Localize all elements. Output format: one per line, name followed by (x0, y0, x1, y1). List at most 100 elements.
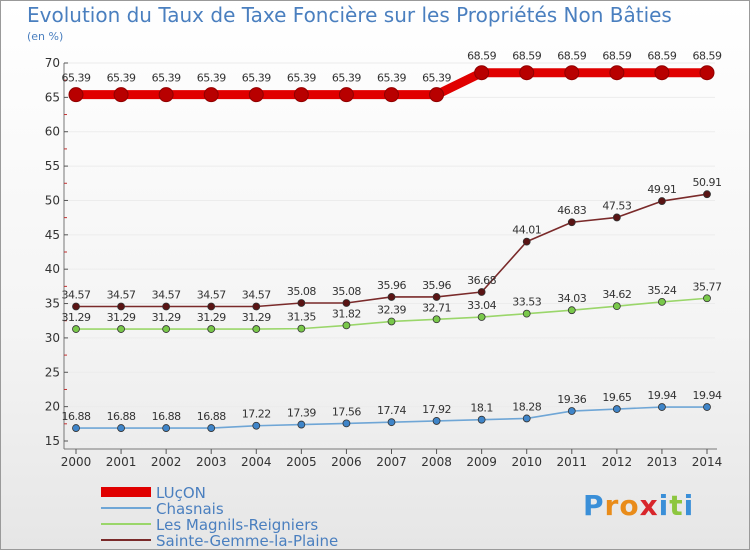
y-tick-label: 70 (45, 56, 60, 70)
series-layer: 16.88 16.88 16.88 16.88 17.22 17.39 17.56 17.74… (62, 50, 722, 432)
x-tick-label: 2010 (511, 455, 542, 469)
data-point (474, 65, 490, 81)
data-point (117, 325, 125, 333)
legend-label: Sainte-Gemme-la-Plaine (156, 532, 338, 549)
data-label: 68.59 (693, 50, 722, 63)
data-label: 35.24 (647, 284, 676, 297)
logo-letter: i (658, 489, 670, 522)
data-label: 31.29 (197, 311, 226, 324)
data-label: 65.39 (422, 72, 451, 85)
data-point (207, 325, 216, 333)
data-label: 31.29 (152, 311, 181, 324)
logo-letter: o (619, 489, 640, 522)
data-label: 16.88 (62, 410, 91, 423)
y-tick-label: 45 (45, 228, 60, 242)
logo-letter: P (583, 489, 605, 522)
data-label: 68.59 (467, 50, 496, 63)
series-1: 16.88 16.88 16.88 16.88 17.22 17.39 17.56 17.74… (62, 389, 722, 432)
data-label: 68.59 (647, 50, 676, 63)
data-point (567, 218, 576, 227)
data-label: 17.39 (287, 407, 316, 420)
data-point (703, 403, 711, 411)
data-point (477, 288, 486, 296)
data-label: 68.59 (557, 50, 586, 63)
data-label: 65.39 (287, 72, 316, 85)
data-point (658, 297, 666, 306)
data-label: 65.39 (62, 72, 91, 85)
data-point (384, 87, 399, 103)
data-point (117, 424, 125, 432)
y-tick-label: 15 (45, 434, 60, 448)
data-label: 34.03 (557, 292, 586, 305)
data-point (432, 293, 441, 301)
data-label: 34.57 (197, 289, 226, 302)
y-tick-label: 60 (45, 125, 60, 139)
data-label: 34.62 (602, 288, 631, 301)
data-label: 34.57 (62, 289, 91, 302)
data-point (564, 65, 580, 81)
data-point (432, 315, 441, 324)
data-label: 65.39 (242, 72, 271, 85)
data-point (567, 306, 576, 315)
data-point (113, 87, 129, 103)
data-label: 50.91 (693, 176, 722, 189)
x-tick-label: 2003 (196, 455, 227, 469)
data-label: 18.1 (470, 402, 493, 415)
data-point (477, 415, 486, 424)
data-label: 31.35 (287, 311, 316, 324)
y-tick-label: 65 (45, 90, 60, 104)
data-point (429, 87, 445, 103)
x-tick-label: 2006 (331, 455, 362, 469)
logo-letter: r (604, 489, 620, 522)
data-label: 34.57 (107, 289, 136, 302)
data-point (477, 313, 486, 321)
data-point (612, 405, 621, 413)
x-tick-label: 2008 (421, 455, 452, 469)
y-axis-unit-label: (en %) (27, 30, 64, 43)
data-label: 35.77 (693, 280, 722, 293)
data-label: 65.39 (107, 72, 136, 85)
x-tick-label: 2011 (557, 455, 588, 469)
data-point (162, 424, 171, 432)
data-label: 35.08 (332, 285, 361, 298)
data-point (248, 87, 264, 103)
data-label: 17.22 (242, 408, 271, 421)
logo-letter: x (639, 489, 659, 522)
data-label: 47.53 (602, 199, 631, 212)
y-tick-label: 25 (45, 365, 60, 379)
data-point (342, 299, 351, 307)
data-point (522, 414, 531, 423)
logo-letter: t (669, 489, 684, 522)
data-point (567, 407, 576, 415)
data-point (162, 325, 171, 333)
x-tick-label: 2007 (376, 455, 407, 469)
y-tick-label: 30 (45, 331, 60, 345)
data-point (522, 237, 531, 246)
data-label: 18.28 (512, 400, 541, 413)
data-point (654, 65, 670, 81)
data-point (297, 299, 306, 307)
data-point (612, 302, 621, 311)
data-point (252, 325, 261, 333)
data-point (338, 87, 354, 103)
data-label: 68.59 (512, 50, 541, 63)
x-tick-label: 2013 (647, 455, 678, 469)
chart-title: Evolution du Taux de Taxe Foncière sur l… (27, 3, 672, 27)
data-label: 65.39 (152, 72, 181, 85)
x-tick-label: 2004 (241, 455, 272, 469)
data-point (72, 302, 80, 311)
data-point (703, 294, 711, 303)
data-point (519, 65, 535, 81)
data-label: 35.08 (287, 285, 316, 298)
x-tick-label: 2009 (466, 455, 497, 469)
data-point (162, 302, 171, 311)
data-point (252, 302, 261, 311)
y-tick-label: 50 (45, 193, 60, 207)
data-label: 32.71 (422, 301, 451, 314)
logo-letter: i (683, 489, 695, 522)
data-label: 31.29 (242, 311, 271, 324)
x-tick-label: 2002 (151, 455, 182, 469)
